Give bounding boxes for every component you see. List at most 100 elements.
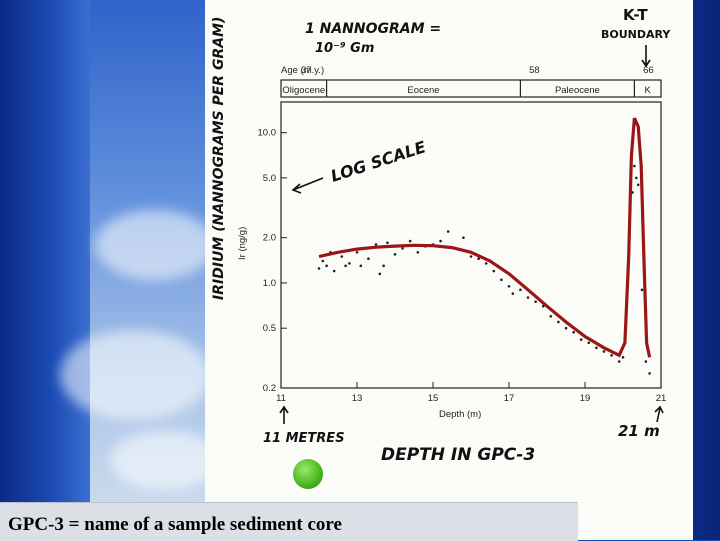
data-point <box>374 243 378 246</box>
age-tick-label: 58 <box>529 65 540 76</box>
data-point <box>572 330 575 334</box>
y-tick-label: 0.5 <box>263 323 276 334</box>
log-scale-annotation: LOG SCALE <box>328 137 428 186</box>
data-point <box>416 250 420 254</box>
age-axis-label: Age (m.y.) <box>281 65 324 76</box>
age-tick-label: 66 <box>643 65 654 76</box>
data-point <box>602 350 606 353</box>
data-point <box>617 360 621 363</box>
cloud-shape <box>95 210 215 280</box>
data-point <box>378 272 382 276</box>
epoch-band: Oligocene Eocene Paleocene K <box>280 79 662 98</box>
data-point <box>408 239 412 243</box>
data-point <box>386 241 389 245</box>
left-depth-arrow <box>279 405 289 424</box>
data-points <box>317 164 651 375</box>
data-point <box>355 250 359 254</box>
cloud-shape <box>110 430 220 490</box>
epoch-label: K <box>645 85 652 96</box>
kt-arrow <box>641 45 651 68</box>
log-scale-arrow <box>291 177 324 194</box>
cloud-shape <box>60 330 210 420</box>
data-point <box>439 239 442 243</box>
data-point <box>340 255 344 258</box>
plot-border <box>280 101 662 389</box>
data-point <box>393 253 397 256</box>
depth-title-annotation: DEPTH IN GPC-3 <box>381 445 535 465</box>
caption-bar: GPC-3 = name of a sample sediment core <box>0 502 578 541</box>
fit-curve-line <box>318 117 652 358</box>
epoch-label: Paleocene <box>555 85 600 96</box>
chart-image-panel <box>205 0 693 540</box>
y-tick-label: 5.0 <box>263 173 276 184</box>
data-point <box>507 285 511 288</box>
kt-label-line2: BOUNDARY <box>601 28 671 41</box>
left-depth-annotation: 11 METRES <box>263 431 345 446</box>
plot-frame <box>280 101 662 389</box>
data-point <box>344 264 347 268</box>
x-tick-label: 13 <box>352 393 363 404</box>
data-point <box>367 257 370 261</box>
epoch-label: Oligocene <box>282 85 325 96</box>
data-point <box>526 296 530 299</box>
data-point <box>401 247 404 250</box>
y-tick-label: 2.0 <box>263 233 276 244</box>
y-tick-label: 0.2 <box>263 383 276 394</box>
data-point <box>534 300 537 304</box>
right-depth-arrow <box>654 405 664 423</box>
data-point <box>477 257 480 261</box>
unit-note-line1: 1 NANNOGRAM = <box>305 21 441 37</box>
iridium-axis-annotation: IRIDIUM (NANNOGRAMS PER GRAM) <box>211 17 227 300</box>
background-right-band <box>693 0 720 540</box>
x-tick-label: 21 <box>656 393 667 404</box>
data-point <box>348 262 351 265</box>
y-tick-label: 1.0 <box>263 278 276 289</box>
data-point <box>564 326 568 330</box>
data-point <box>633 164 636 168</box>
caption-text: GPC-3 = name of a sample sediment core <box>8 514 342 535</box>
epoch-label: Eocene <box>407 85 439 96</box>
x-tick-label: 17 <box>504 393 515 404</box>
data-point <box>648 372 651 375</box>
right-depth-annotation: 21 m <box>618 422 660 440</box>
data-point <box>321 259 325 263</box>
y-axis-ticks: 0.2 0.5 1.0 2.0 5.0 10.0 <box>258 128 287 394</box>
data-point <box>610 354 613 357</box>
data-point <box>469 255 473 258</box>
data-point <box>519 288 522 292</box>
data-point <box>500 278 503 282</box>
data-point <box>325 264 328 268</box>
x-tick-label: 15 <box>428 393 439 404</box>
kt-label-line1: K-T <box>623 6 648 24</box>
y-axis-label: Ir (ng/g) <box>237 227 248 260</box>
data-point <box>621 356 625 359</box>
data-point <box>484 262 488 265</box>
data-point <box>549 314 553 318</box>
data-point <box>640 288 644 292</box>
data-point <box>635 176 638 180</box>
data-point <box>446 230 450 233</box>
x-tick-label: 19 <box>580 393 591 404</box>
x-tick-label: 11 <box>276 393 286 404</box>
age-ticks: 37 58 66 <box>301 65 654 76</box>
y-tick-label: 10.0 <box>258 128 277 139</box>
green-bullet-icon <box>293 459 323 489</box>
data-point <box>587 341 591 345</box>
data-point <box>382 264 385 268</box>
data-point <box>492 269 496 273</box>
age-tick-label: 37 <box>301 65 312 76</box>
data-point <box>636 183 640 187</box>
data-point <box>511 292 515 295</box>
x-axis-ticks: 11 13 15 17 19 21 <box>276 382 666 404</box>
data-point <box>644 360 648 363</box>
data-point <box>557 320 560 324</box>
background-left-band <box>0 0 90 540</box>
unit-note-line2: 10⁻⁹ Gm <box>315 41 374 56</box>
data-point <box>359 264 363 268</box>
epoch-band-border <box>280 79 662 98</box>
data-point <box>317 267 321 270</box>
data-point <box>579 338 583 341</box>
data-point <box>332 269 336 273</box>
data-point <box>595 346 598 350</box>
data-point <box>462 236 465 240</box>
